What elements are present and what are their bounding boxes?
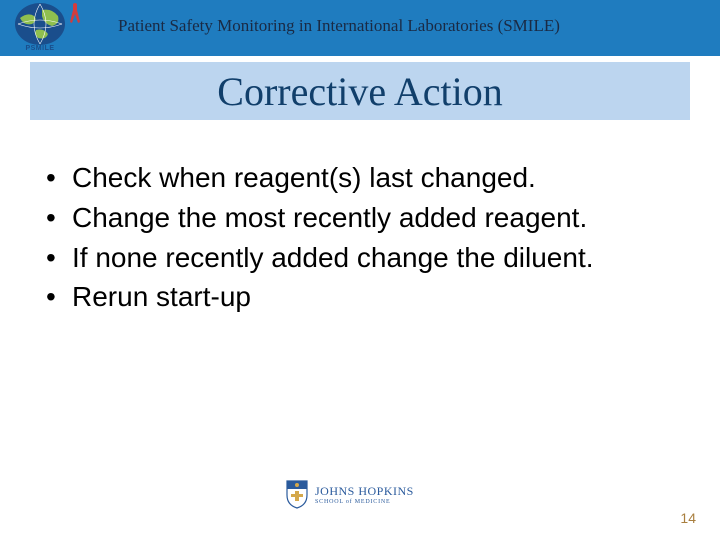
psmile-label: PSMILE — [14, 45, 66, 52]
header-bar: PSMILE Patient Safety Monitoring in Inte… — [0, 0, 720, 56]
ribbon-icon — [68, 2, 82, 24]
header-title: Patient Safety Monitoring in Internation… — [118, 16, 560, 36]
globe-icon — [14, 2, 66, 46]
org-main: JOHNS HOPKINS — [315, 484, 414, 499]
bullet-item: Check when reagent(s) last changed. — [46, 160, 676, 196]
bullet-list: Check when reagent(s) last changed. Chan… — [46, 160, 676, 319]
title-band: Corrective Action — [30, 62, 690, 120]
psmile-logo: PSMILE — [14, 2, 70, 54]
johns-hopkins-logo: JOHNS HOPKINS SCHOOL of MEDICINE — [285, 478, 435, 510]
johns-hopkins-text: JOHNS HOPKINS SCHOOL of MEDICINE — [315, 484, 414, 505]
slide: PSMILE Patient Safety Monitoring in Inte… — [0, 0, 720, 540]
slide-title: Corrective Action — [217, 68, 502, 115]
bullet-item: If none recently added change the diluen… — [46, 240, 676, 276]
org-sub: SCHOOL of MEDICINE — [315, 499, 414, 505]
bullet-item: Rerun start-up — [46, 279, 676, 315]
page-number: 14 — [680, 510, 696, 526]
bullet-item: Change the most recently added reagent. — [46, 200, 676, 236]
shield-icon — [285, 479, 309, 509]
